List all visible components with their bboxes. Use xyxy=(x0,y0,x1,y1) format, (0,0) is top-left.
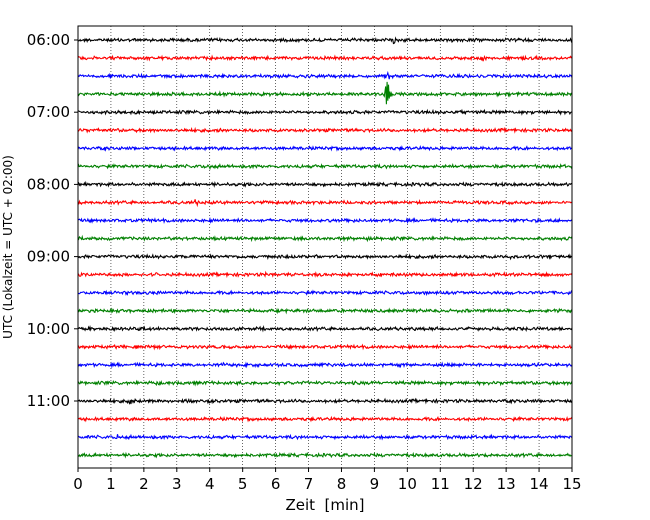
x-tick-label: 12 xyxy=(464,475,483,493)
x-tick-label: 7 xyxy=(304,475,314,493)
y-tick-label: 10:00 xyxy=(27,320,70,338)
y-axis-ticks: 06:00 07:00 08:00 09:00 10:00 11:00 xyxy=(27,31,78,410)
plot-background xyxy=(78,26,572,468)
trace-0830 xyxy=(77,216,573,225)
trace-1015 xyxy=(77,343,573,351)
seismic-traces xyxy=(77,36,573,459)
trace-0815 xyxy=(77,199,573,208)
y-tick-label: 11:00 xyxy=(27,392,70,410)
trace-0600 xyxy=(77,36,573,45)
trace-0615 xyxy=(77,54,573,62)
trace-1000 xyxy=(77,324,573,333)
x-tick-label: 11 xyxy=(431,475,450,493)
x-tick-label: 14 xyxy=(530,475,549,493)
trace-1045 xyxy=(77,379,573,387)
trace-1115 xyxy=(77,415,573,423)
trace-1145 xyxy=(77,451,573,459)
x-tick-label: 0 xyxy=(73,475,83,493)
trace-0945 xyxy=(77,307,573,315)
trace-0915 xyxy=(77,270,573,279)
x-tick-label: 10 xyxy=(398,475,417,493)
trace-0730 xyxy=(77,145,573,152)
y-tick-label: 06:00 xyxy=(27,31,70,49)
trace-0645 xyxy=(77,81,573,105)
trace-0630 xyxy=(77,70,573,80)
x-tick-label: 3 xyxy=(172,475,182,493)
x-tick-label: 8 xyxy=(337,475,347,493)
y-tick-label: 07:00 xyxy=(27,103,70,121)
x-tick-label: 15 xyxy=(562,475,581,493)
trace-0715 xyxy=(77,126,573,134)
x-tick-label: 4 xyxy=(205,475,215,493)
trace-0745 xyxy=(77,163,573,171)
trace-1130 xyxy=(77,433,573,441)
x-tick-label: 13 xyxy=(497,475,516,493)
trace-0900 xyxy=(77,253,573,261)
y-tick-label: 08:00 xyxy=(27,175,70,193)
x-tick-label: 9 xyxy=(370,475,380,493)
x-axis-ticks: 0 1 2 3 4 5 6 7 8 9 10 11 12 13 14 15 xyxy=(73,468,582,493)
trace-1030 xyxy=(77,361,573,369)
trace-0700 xyxy=(77,108,573,116)
trace-0800 xyxy=(77,180,573,188)
y-axis-label: UTC (Lokalzeit = UTC + 02:00) xyxy=(1,155,15,339)
y-tick-label: 09:00 xyxy=(27,248,70,266)
x-tick-label: 6 xyxy=(271,475,281,493)
x-axis-label: Zeit [min] xyxy=(285,496,364,514)
trace-0845 xyxy=(77,234,573,243)
plot-frame xyxy=(77,25,573,469)
x-tick-label: 5 xyxy=(238,475,248,493)
trace-1100 xyxy=(77,397,573,405)
x-tick-label: 2 xyxy=(139,475,149,493)
x-tick-label: 1 xyxy=(106,475,116,493)
trace-0930 xyxy=(77,289,573,297)
